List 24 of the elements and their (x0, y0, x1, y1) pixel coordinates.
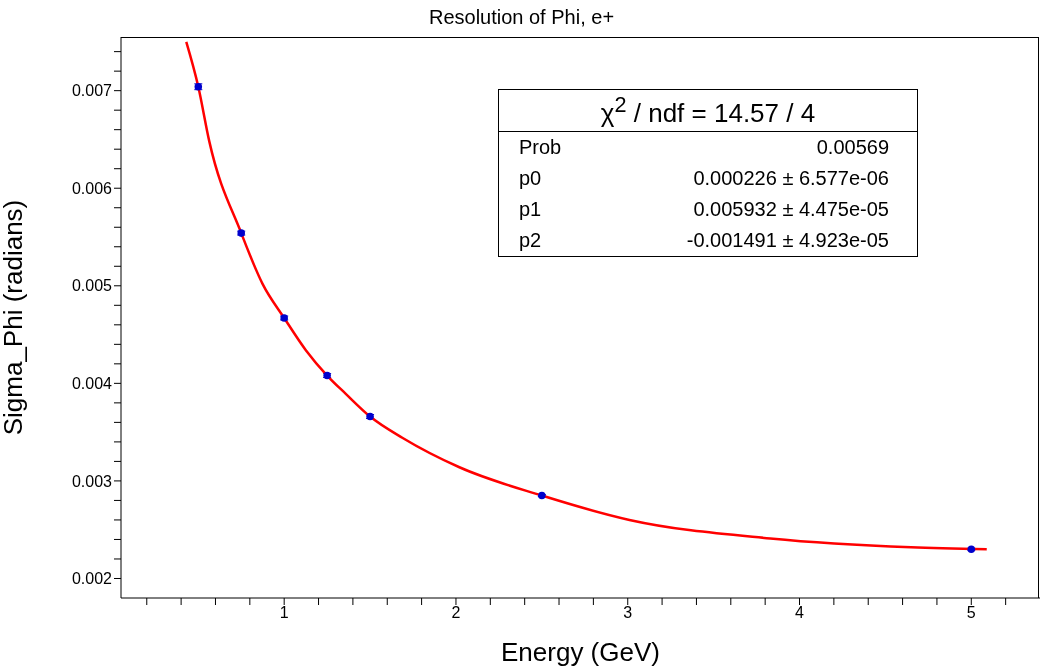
x-tick-label: 1 (279, 604, 289, 622)
y-tick-label: 0.005 (71, 277, 113, 295)
annotation: χ$^{2}$ / ndf = 14.57 / 4 (600, 92, 816, 128)
y-tick-label: 0.007 (71, 82, 113, 100)
x-axis-title: Energy (GeV) (501, 637, 660, 667)
x-tick-label: 2 (451, 604, 461, 622)
x-tick-label: 5 (966, 604, 976, 622)
annotation: p2 (519, 228, 542, 252)
annotation: p1 (519, 197, 542, 221)
chart-title: Resolution of Phi, e+ (427, 6, 616, 29)
y-tick-label: 0.006 (71, 179, 113, 197)
y-tick-label: 0.002 (71, 570, 113, 588)
y-tick-label: 0.004 (71, 375, 113, 393)
annotation: 0.000226 ± 6.577e-06 (693, 166, 889, 190)
annotation: 0.005932 ± 4.475e-05 (693, 197, 889, 221)
annotation: p0 (519, 166, 542, 190)
x-tick-label: 3 (623, 604, 633, 622)
annotation: -0.001491 ± 4.923e-05 (686, 228, 889, 252)
annotation: 0.00569 (816, 135, 889, 159)
annotation: Prob (519, 135, 562, 159)
x-tick-label: 4 (795, 604, 805, 622)
y-axis-title: Sigma_Phi (radians) (0, 199, 29, 436)
line-series (185, 40, 988, 551)
y-tick-label: 0.003 (71, 472, 113, 490)
